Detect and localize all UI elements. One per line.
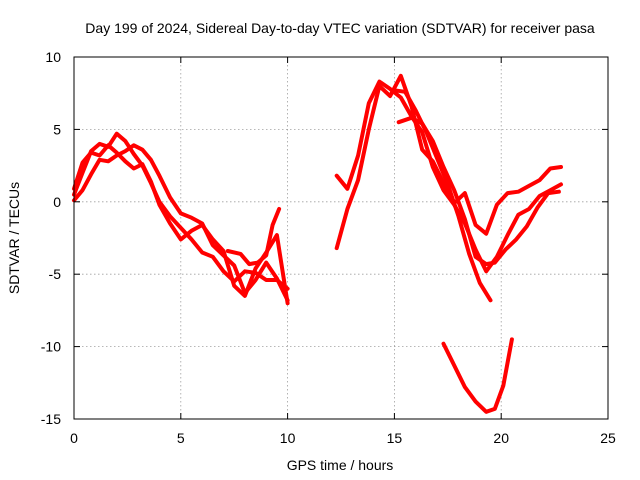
series-line-arc-9 (441, 337, 514, 414)
data-series (72, 73, 563, 414)
y-tick-label: -15 (41, 411, 61, 427)
y-tick-label: -10 (41, 339, 61, 355)
series-line-arc-3 (72, 143, 290, 306)
series-line-arc-8 (392, 88, 493, 303)
chart-title: Day 199 of 2024, Sidereal Day-to-day VTE… (85, 20, 595, 36)
y-tick-label: 0 (53, 194, 61, 210)
x-tick-label: 0 (70, 430, 78, 446)
x-tick-label: 5 (177, 430, 185, 446)
series-line-arc-4 (225, 207, 282, 267)
plot-frame (73, 56, 609, 420)
y-tick-label: -5 (49, 266, 62, 282)
y-tick-label: 10 (45, 49, 61, 65)
x-tick-label: 15 (387, 430, 403, 446)
x-axis-label: GPS time / hours (287, 457, 394, 473)
axis-ticks: 0 5 10 15 20 25 -15 -10 -5 0 5 10 (41, 49, 616, 446)
grid-lines (74, 57, 608, 419)
y-tick-label: 5 (53, 121, 61, 137)
x-tick-label: 20 (493, 430, 509, 446)
series-line-arc-6 (334, 79, 563, 274)
y-axis-label: SDTVAR / TECUs (6, 182, 22, 294)
x-tick-label: 25 (600, 430, 616, 446)
x-tick-label: 10 (280, 430, 296, 446)
